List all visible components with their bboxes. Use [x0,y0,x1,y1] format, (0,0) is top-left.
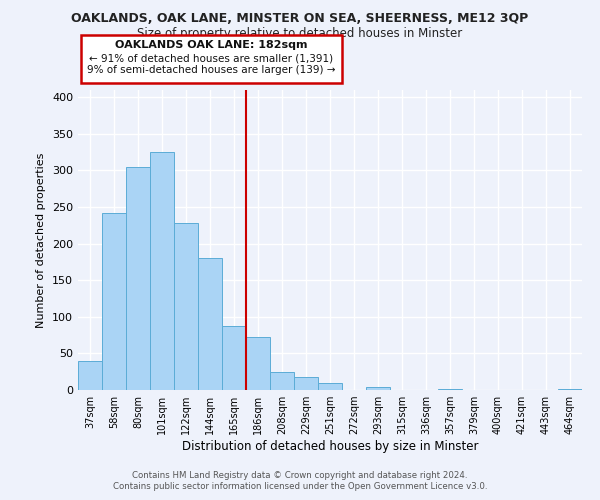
Bar [198,258,222,390]
Y-axis label: Number of detached properties: Number of detached properties [37,152,46,328]
Bar [294,377,318,390]
Bar [366,387,390,390]
Bar [246,336,270,390]
Text: OAKLANDS, OAK LANE, MINSTER ON SEA, SHEERNESS, ME12 3QP: OAKLANDS, OAK LANE, MINSTER ON SEA, SHEE… [71,12,529,26]
Bar [558,388,582,390]
Bar [126,167,150,390]
Bar [150,152,174,390]
Bar [270,372,294,390]
Text: 9% of semi-detached houses are larger (139) →: 9% of semi-detached houses are larger (1… [87,65,336,75]
Bar [78,360,102,390]
Bar [318,382,342,390]
Text: Size of property relative to detached houses in Minster: Size of property relative to detached ho… [137,28,463,40]
Bar [102,213,126,390]
Bar [174,223,198,390]
Bar [222,326,246,390]
Text: ← 91% of detached houses are smaller (1,391): ← 91% of detached houses are smaller (1,… [89,53,334,63]
X-axis label: Distribution of detached houses by size in Minster: Distribution of detached houses by size … [182,440,478,453]
Text: OAKLANDS OAK LANE: 182sqm: OAKLANDS OAK LANE: 182sqm [115,40,308,50]
Text: Contains HM Land Registry data © Crown copyright and database right 2024.: Contains HM Land Registry data © Crown c… [132,471,468,480]
Text: Contains public sector information licensed under the Open Government Licence v3: Contains public sector information licen… [113,482,487,491]
